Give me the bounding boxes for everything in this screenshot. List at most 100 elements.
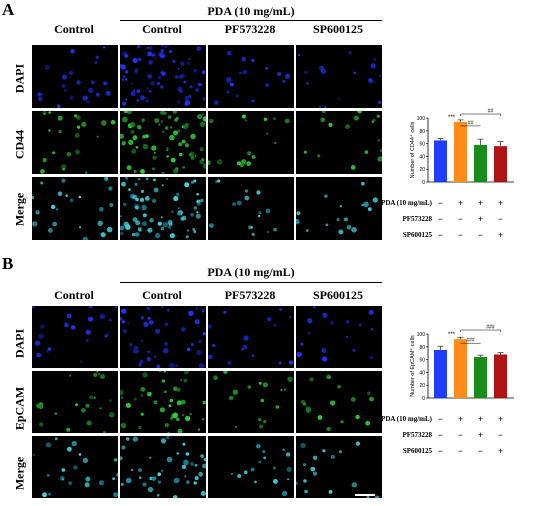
chart-a-bar-1 — [454, 121, 467, 182]
chart-b-condition-row-1: PF573228− − + − — [384, 430, 550, 443]
chart-a-bar-3 — [494, 146, 507, 182]
chart-b-bar-3 — [494, 354, 507, 398]
bar-chart-b: 0 20 40 60 80 100 Number of EpCAM⁺ cells *** ###… — [381, 320, 550, 470]
micrograph-marker-2 — [208, 371, 294, 433]
chart-b-condition-sign-1-3: − — [497, 430, 504, 440]
chart-a-condition-sign-2-3: + — [497, 230, 504, 240]
micrograph-merge-3 — [296, 436, 382, 498]
chart-b-condition-sign-1-0: − — [437, 430, 444, 440]
micrograph-merge-2 — [208, 436, 294, 498]
micrograph-marker-1 — [120, 111, 206, 174]
chart-b-condition-sign-1-1: − — [457, 430, 464, 440]
micrograph-marker-2 — [208, 111, 294, 174]
row-label-a-merge: Merge — [12, 192, 27, 227]
micrograph-dapi-3 — [296, 306, 382, 368]
chart-b-condition-sign-0-3: + — [497, 414, 504, 424]
micrograph-marker-1 — [120, 371, 206, 433]
group-title-b: PDA (10 mg/mL) — [207, 265, 295, 279]
group-line-b — [120, 282, 382, 283]
scale-bar-b — [355, 494, 375, 496]
micrograph-dapi-0 — [32, 306, 118, 368]
chart-b-condition-sign-1-2: + — [477, 430, 484, 440]
chart-a-sig-hash-1: ## — [468, 120, 474, 126]
group-title-a: PDA (10 mg/mL) — [207, 4, 295, 18]
chart-a-condition-row-2: SP600125− − − + — [384, 230, 550, 243]
micrograph-dapi-1 — [120, 45, 206, 108]
chart-a-y-tick-label: 0 — [422, 180, 425, 186]
chart-a-y-axis-label: Number of CD44⁺ cells — [409, 121, 416, 178]
chart-a-condition-sign-1-1: − — [457, 214, 464, 224]
chart-b-bar-0 — [434, 350, 447, 398]
chart-a-y-tick-label: 80 — [419, 129, 425, 135]
chart-b-condition-sign-0-1: + — [457, 414, 464, 424]
chart-a-sig-star: *** — [448, 115, 456, 121]
chart-b-condition-sign-0-0: − — [437, 414, 444, 424]
chart-b-sig-hash-1: ### — [466, 338, 475, 344]
chart-a-condition-sign-1-3: − — [497, 214, 504, 224]
chart-a-bar-0 — [434, 140, 447, 182]
col-head-b-2: PF573228 — [224, 288, 276, 302]
col-head-a-0: Control — [54, 22, 94, 36]
group-line-a — [120, 20, 382, 21]
chart-a-condition-sign-1-0: − — [437, 214, 444, 224]
chart-b-y-tick-label: 60 — [419, 358, 425, 364]
chart-b-condition-label-0: PDA (10 mg/mL) — [381, 415, 432, 423]
chart-b-sig-star: *** — [448, 332, 456, 338]
chart-b-condition-sign-2-0: − — [437, 446, 444, 456]
row-label-b-dapi: DAPI — [12, 328, 27, 359]
micrograph-marker-3 — [296, 371, 382, 433]
chart-a-condition-label-0: PDA (10 mg/mL) — [381, 199, 432, 207]
micrograph-merge-1 — [120, 177, 206, 240]
chart-b-bar-1 — [454, 339, 467, 398]
chart-b-condition-row-2: SP600125− − − + — [384, 446, 550, 459]
panel-letter-b: B — [2, 254, 14, 273]
chart-b-condition-row-0: PDA (10 mg/mL) − + + + — [381, 414, 550, 427]
bar-chart-a: 0 20 40 60 80 100 Number of CD44⁺ cells *** ## ##… — [381, 104, 550, 240]
chart-a-y-tick-label: 40 — [419, 154, 425, 160]
chart-b-condition-sign-2-2: − — [477, 446, 484, 456]
col-head-b-3: SP600125 — [312, 288, 363, 302]
micrograph-marker-0 — [32, 111, 118, 174]
row-label-a-dapi: DAPI — [12, 63, 27, 94]
chart-b-condition-label-1: PF573228 — [402, 431, 432, 439]
chart-b-y-axis-label: Number of EpCAM⁺ cells — [409, 335, 416, 397]
chart-a-condition-sign-1-2: + — [477, 214, 484, 224]
micrograph-merge-0 — [32, 436, 118, 498]
chart-a-bar-2 — [474, 144, 487, 182]
chart-a-y-tick-label: 20 — [419, 167, 425, 173]
col-head-a-1: Control — [142, 22, 182, 36]
chart-b-y-tick-label: 20 — [419, 383, 425, 389]
chart-a-condition-sign-0-2: + — [477, 198, 484, 208]
micrograph-merge-3 — [296, 177, 382, 240]
panel-letter-a: A — [2, 0, 15, 19]
chart-b-y-tick-label: 40 — [419, 370, 425, 376]
micrograph-dapi-0 — [32, 45, 118, 108]
chart-a-y-tick-label: 100 — [417, 116, 426, 122]
chart-a-condition-label-1: PF573228 — [402, 215, 432, 223]
chart-a-condition-row-0: PDA (10 mg/mL) − + + + — [381, 198, 550, 211]
micrograph-dapi-2 — [208, 306, 294, 368]
micrograph-merge-2 — [208, 177, 294, 240]
micrograph-marker-3 — [296, 111, 382, 174]
scale-bar-a — [355, 240, 375, 242]
chart-a-condition-label-2: SP600125 — [402, 231, 432, 239]
chart-a-condition-sign-0-3: + — [497, 198, 504, 208]
chart-b-sig-hash-2: ### — [486, 325, 495, 331]
chart-b-condition-sign-2-1: − — [457, 446, 464, 456]
chart-a-sig-hash-2: ## — [488, 109, 494, 115]
chart-a-condition-sign-0-1: + — [457, 198, 464, 208]
chart-a-condition-row-1: PF573228− − + − — [384, 214, 550, 227]
col-head-a-2: PF573228 — [224, 22, 276, 36]
chart-a-y-tick-label: 60 — [419, 142, 425, 148]
chart-b-y-tick-label: 100 — [417, 332, 426, 338]
chart-b-y-tick-label: 80 — [419, 345, 425, 351]
row-label-b-merge: Merge — [12, 456, 27, 491]
col-head-b-0: Control — [54, 288, 94, 302]
chart-b-y-tick-label: 0 — [422, 396, 425, 402]
col-head-b-1: Control — [142, 288, 182, 302]
micrograph-marker-0 — [32, 371, 118, 433]
micrograph-dapi-1 — [120, 306, 206, 368]
chart-a-condition-sign-0-0: − — [437, 198, 444, 208]
